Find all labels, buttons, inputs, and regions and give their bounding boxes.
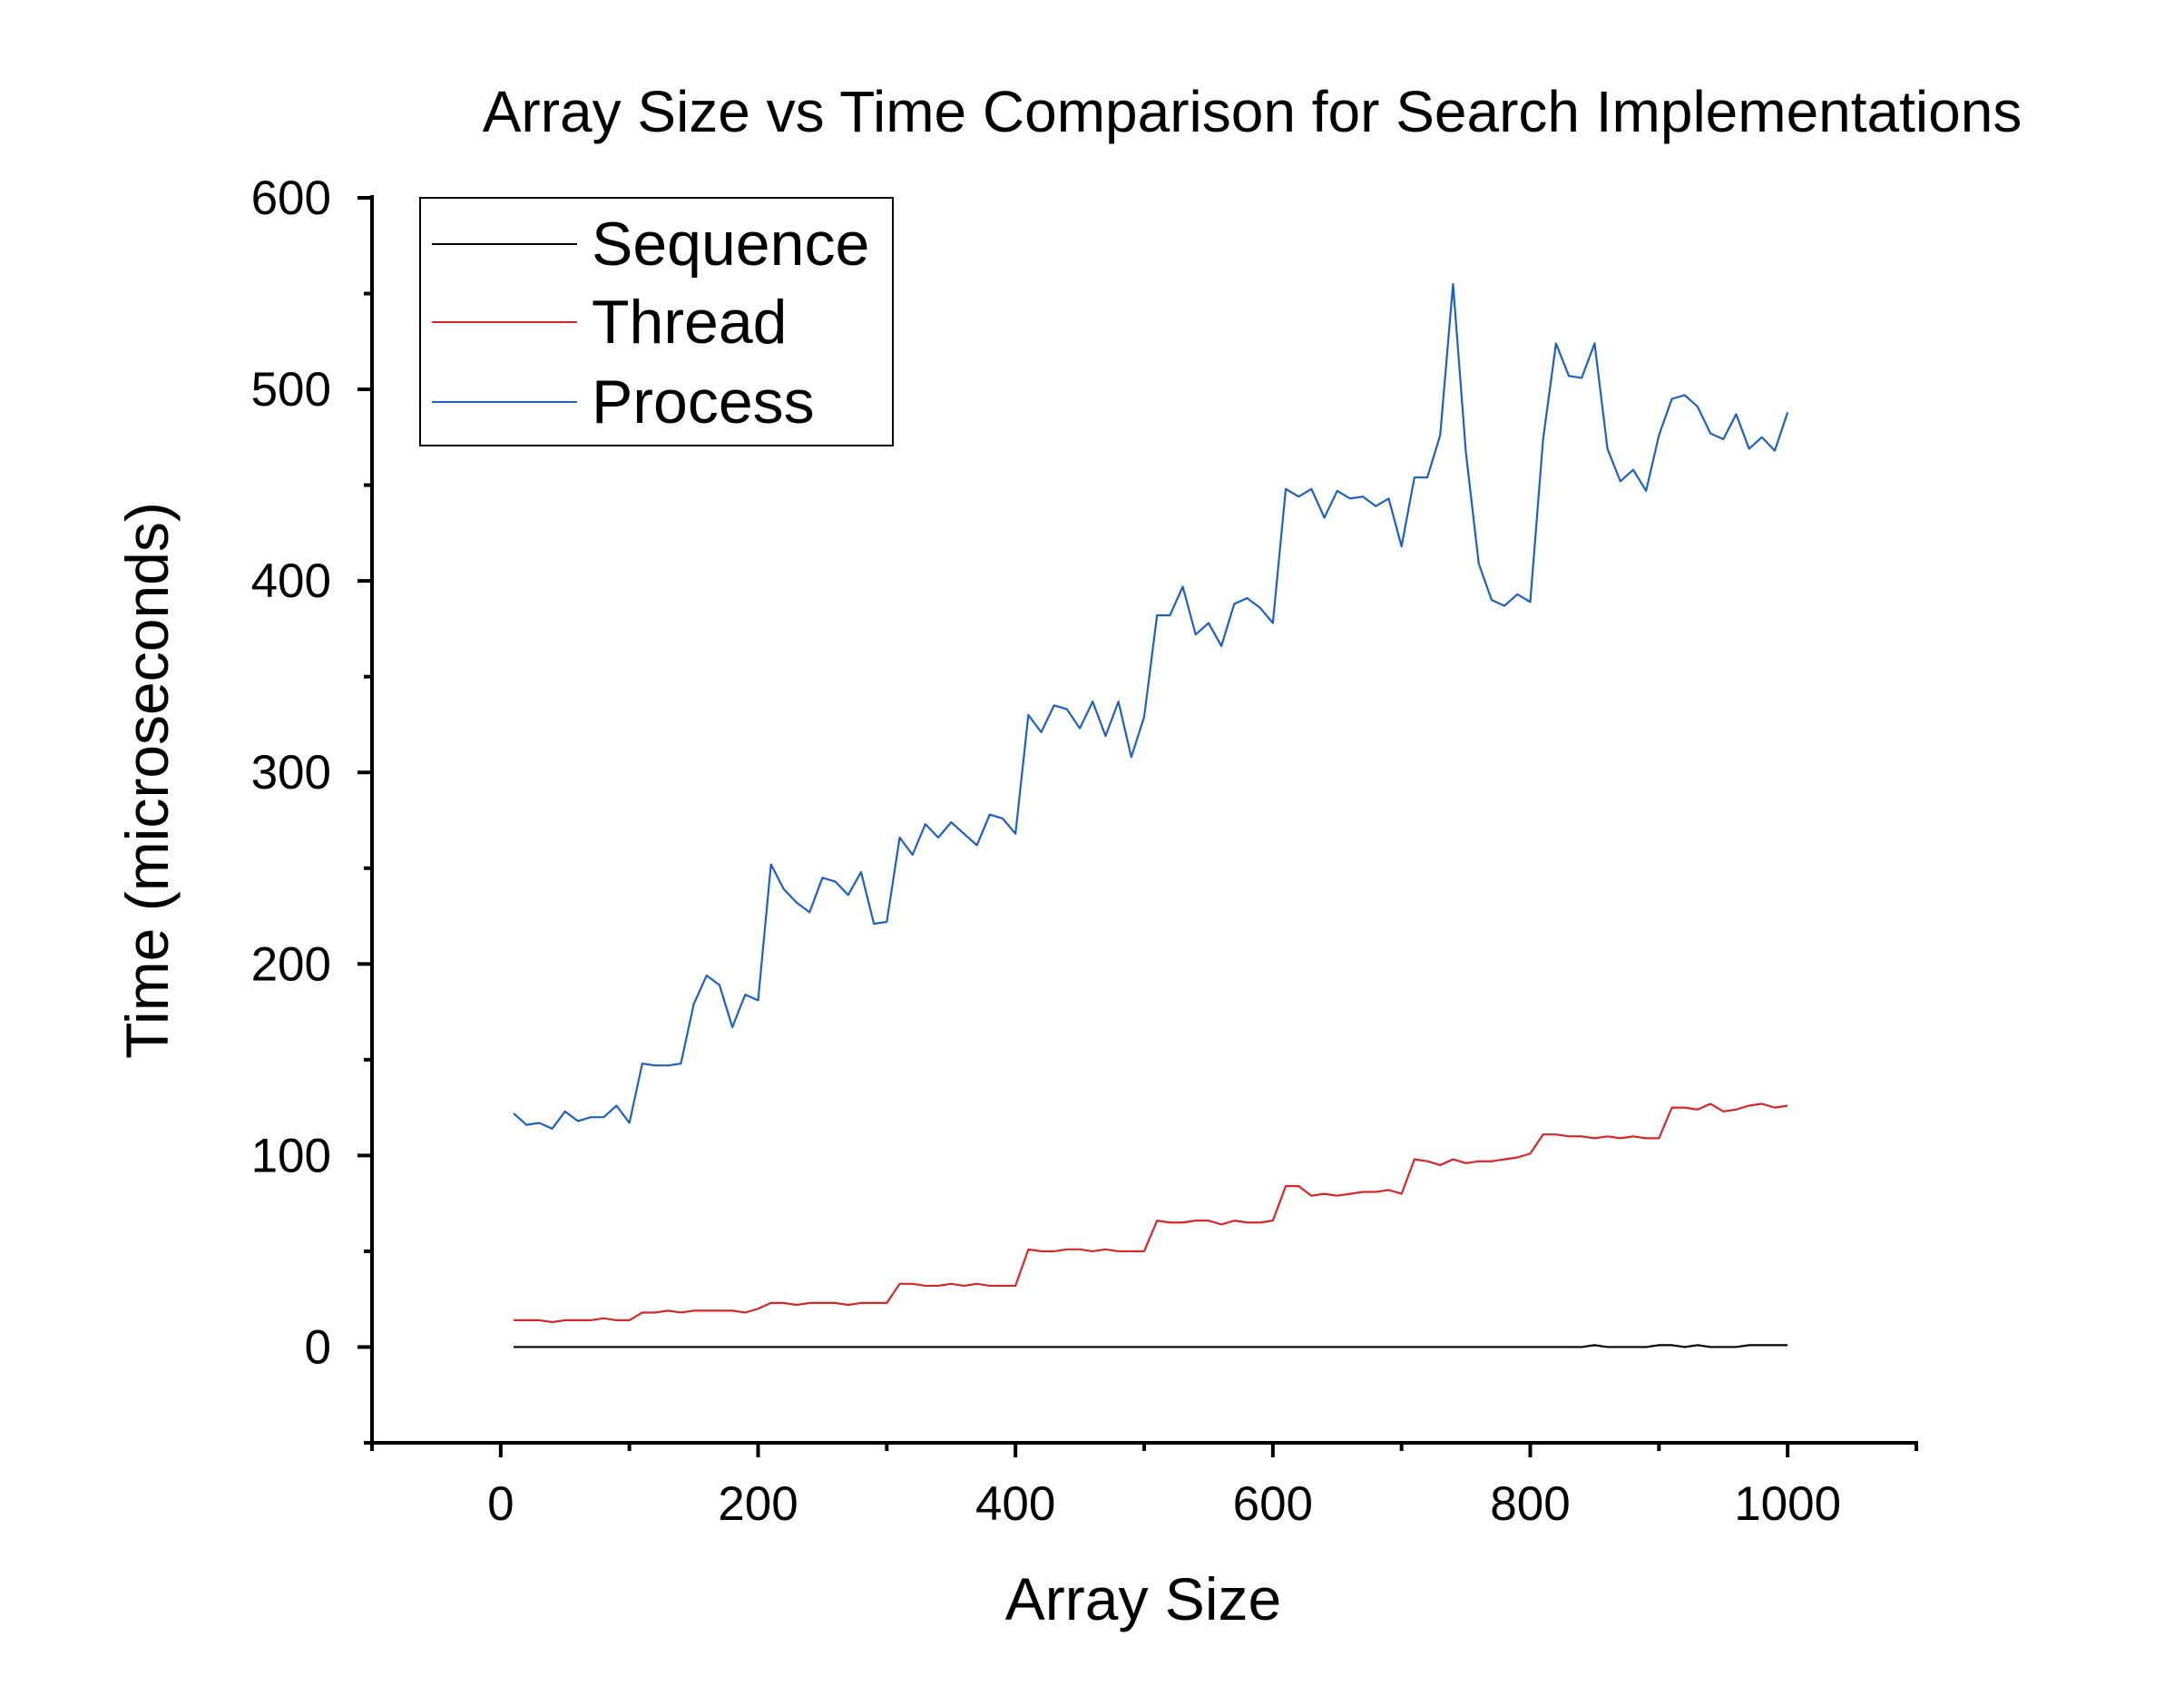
x-tick-label: 200 <box>718 1477 798 1531</box>
legend-label-sequence: Sequence <box>592 210 869 279</box>
x-tick-label: 1000 <box>1734 1477 1841 1531</box>
y-axis-title: Time (microseconds) <box>113 502 181 1059</box>
legend: Sequence Thread Process <box>419 197 894 446</box>
legend-label-process: Process <box>592 368 815 436</box>
y-tick-label: 300 <box>251 746 331 799</box>
x-tick-label: 600 <box>1233 1477 1313 1531</box>
legend-label-thread: Thread <box>592 288 787 357</box>
y-tick-label: 200 <box>251 937 331 991</box>
x-tick-label: 800 <box>1490 1477 1570 1531</box>
series-line-process <box>513 282 1789 1130</box>
y-tick-label: 0 <box>305 1320 331 1374</box>
y-tick-label: 600 <box>251 172 331 225</box>
y-tick-label: 500 <box>251 363 331 417</box>
x-ticks: 0 200 400 600 800 1000 <box>370 1443 1918 1531</box>
y-tick-label: 400 <box>251 554 331 608</box>
x-tick-label: 0 <box>487 1477 514 1531</box>
x-axis-title: Array Size <box>1005 1565 1281 1632</box>
x-tick-label: 400 <box>975 1477 1055 1531</box>
y-tick-label: 100 <box>251 1129 331 1182</box>
chart-title: Array Size vs Time Comparison for Search… <box>483 79 2022 144</box>
y-ticks: 0 100 200 300 400 500 600 <box>251 172 372 1445</box>
series-line-thread <box>514 1103 1788 1324</box>
series-line-sequence <box>514 1344 1788 1348</box>
series-group <box>513 282 1789 1348</box>
